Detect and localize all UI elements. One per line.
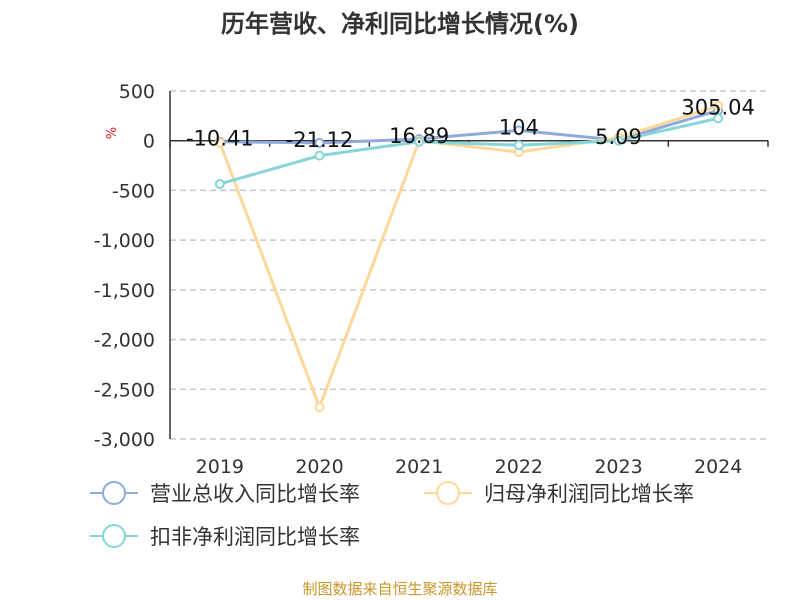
x-tick-label: 2021 <box>395 456 443 478</box>
data-point <box>314 150 325 161</box>
legend-item[interactable]: 归母净利润同比增长率 <box>424 481 694 506</box>
y-tick-label: -2,000 <box>94 330 155 352</box>
data-label: -10.41 <box>186 127 254 151</box>
series-line <box>219 116 719 186</box>
data-point <box>513 140 524 151</box>
y-axis-label: % <box>102 127 117 139</box>
legend-label: 营业总收入同比增长率 <box>150 482 360 506</box>
y-tick-label: 500 <box>119 81 155 103</box>
legend-label: 扣非净利润同比增长率 <box>150 525 360 549</box>
y-tick-label: -2,500 <box>94 379 155 401</box>
data-point <box>314 402 325 413</box>
data-point <box>513 125 524 136</box>
data-label: 16.89 <box>389 124 449 148</box>
data-point <box>214 137 225 148</box>
data-point <box>214 178 225 189</box>
data-label: -21.12 <box>286 128 354 152</box>
data-point <box>314 137 325 148</box>
y-tick-label: -1,500 <box>94 280 155 302</box>
legend-item[interactable]: 营业总收入同比增长率 <box>90 481 360 506</box>
series-line <box>219 108 719 145</box>
data-point <box>414 136 425 147</box>
chart-title: 历年营收、净利同比增长情况(%) <box>221 10 579 38</box>
data-point <box>713 113 724 124</box>
x-tick-label: 2020 <box>295 456 343 478</box>
series-line <box>218 104 719 412</box>
data-point <box>713 100 724 111</box>
legend-item[interactable]: 扣非净利润同比增长率 <box>90 524 360 549</box>
data-point <box>613 135 624 146</box>
footer-source: 制图数据来自恒生聚源数据库 <box>302 580 497 598</box>
y-tick-label: -1,000 <box>94 230 155 252</box>
legend-label: 归母净利润同比增长率 <box>484 482 694 506</box>
y-tick-label: -3,000 <box>94 429 155 451</box>
x-tick-label: 2024 <box>694 456 742 478</box>
y-tick-label: -500 <box>112 180 155 202</box>
data-label: 5.09 <box>595 125 642 149</box>
data-label: 104 <box>499 115 539 139</box>
legend-circle-icon <box>102 524 126 548</box>
legend-circle-icon <box>102 481 126 505</box>
y-tick-label: 0 <box>143 131 155 153</box>
x-tick-label: 2019 <box>196 456 244 478</box>
data-label: 305.04 <box>681 95 754 119</box>
x-tick-label: 2023 <box>594 456 642 478</box>
x-tick-label: 2022 <box>495 456 543 478</box>
legend-circle-icon <box>436 481 460 505</box>
